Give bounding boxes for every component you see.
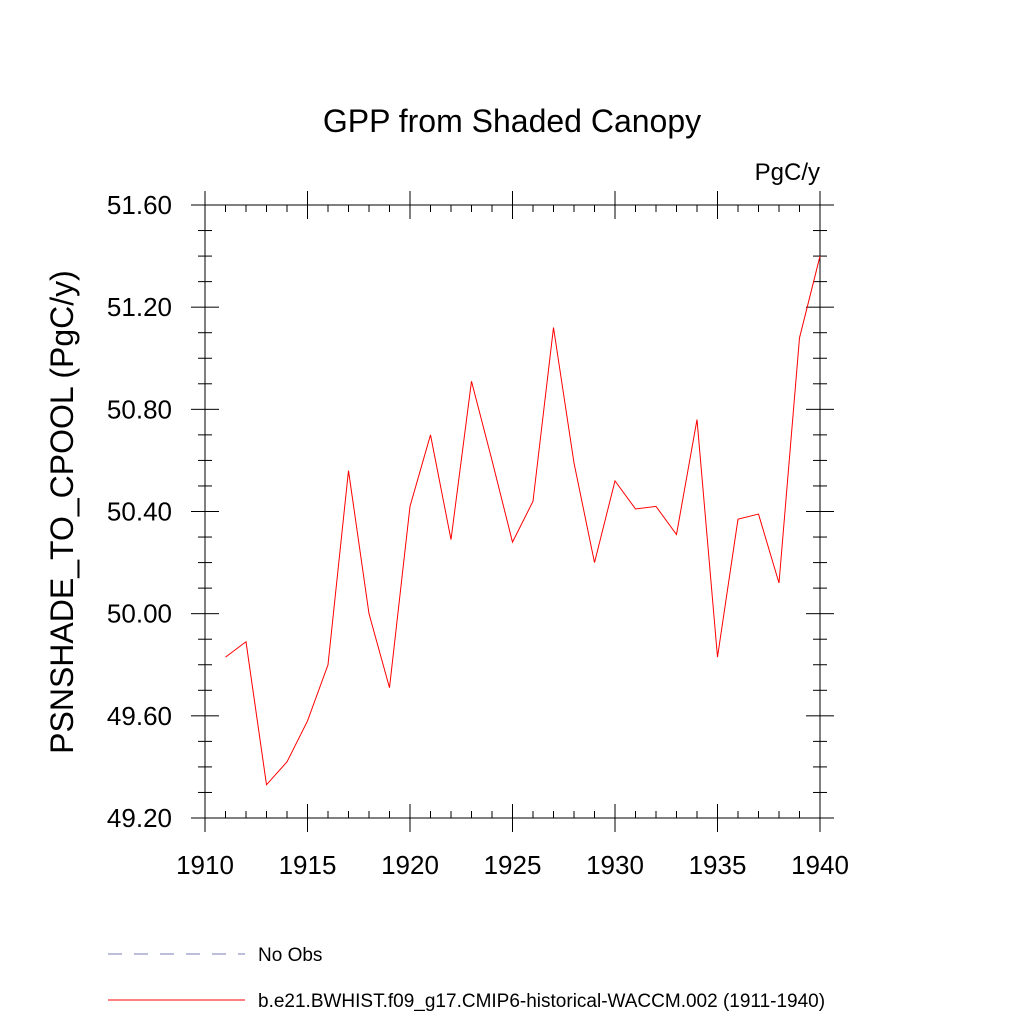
series-layer (225, 255, 821, 786)
series-line (225, 255, 821, 786)
x-tick-label: 1930 (586, 850, 644, 880)
x-tick-label: 1915 (279, 850, 337, 880)
chart-title: GPP from Shaded Canopy (323, 103, 701, 139)
axis-tick-labels: 1910 1915 1920 1925 1930 1935 1940 49.20 49.60 50… (107, 190, 849, 880)
y-tick-label: 50.40 (107, 497, 172, 527)
legend: No Obs b.e21.BWHIST.f09_g17.CMIP6-histor… (108, 945, 825, 1012)
y-tick-label: 50.80 (107, 394, 172, 424)
legend-label-no-obs: No Obs (258, 945, 322, 966)
x-tick-label: 1935 (689, 850, 747, 880)
y-tick-label: 50.00 (107, 599, 172, 629)
x-tick-label: 1925 (484, 850, 542, 880)
axis-ticks (191, 191, 834, 832)
y-tick-label: 49.20 (107, 803, 172, 833)
legend-label-model: b.e21.BWHIST.f09_g17.CMIP6-historical-WA… (258, 991, 825, 1012)
y-axis-label: PSNSHADE_TO_CPOOL (PgC/y) (44, 270, 80, 754)
units-label: PgC/y (755, 159, 820, 186)
plot-frame (204, 204, 821, 819)
y-tick-label: 49.60 (107, 701, 172, 731)
y-tick-label: 51.20 (107, 292, 172, 322)
x-tick-label: 1920 (381, 850, 439, 880)
y-tick-label: 51.60 (107, 190, 172, 220)
x-tick-label: 1910 (176, 850, 234, 880)
x-tick-label: 1940 (791, 850, 849, 880)
